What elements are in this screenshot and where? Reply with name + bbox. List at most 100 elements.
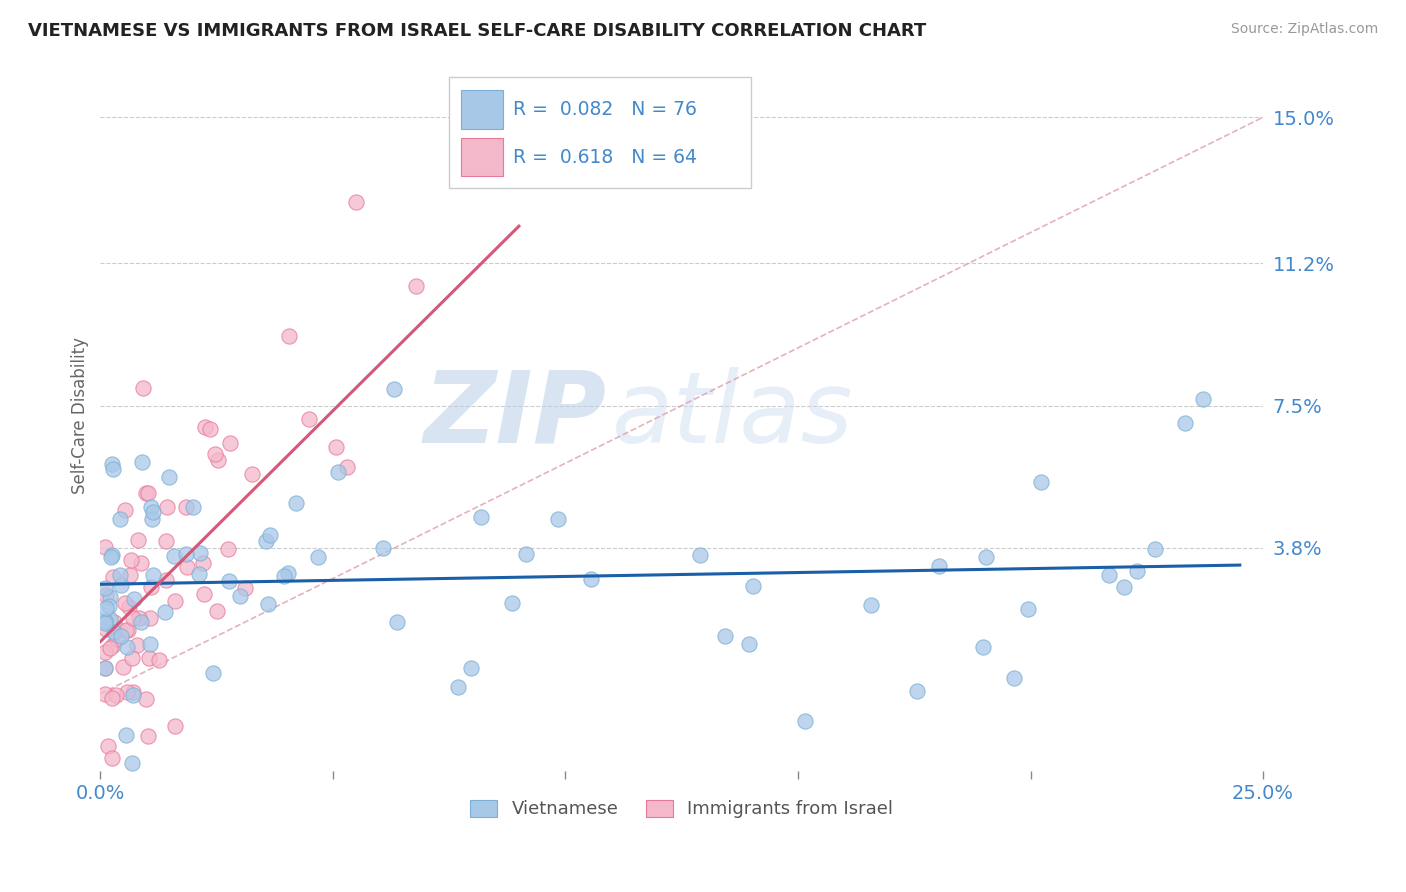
Point: [155, 573, 177, 587]
Point: [176, 560, 198, 574]
Point: [273, 568, 295, 582]
Point: [157, 470, 180, 484]
Point: [103, 570, 125, 584]
Point: [110, 629, 132, 643]
Point: [163, 593, 186, 607]
Point: [120, 552, 142, 566]
Point: [112, 660, 135, 674]
Point: [155, 500, 177, 515]
Point: [257, 597, 280, 611]
Point: [973, 640, 995, 654]
Point: [153, 605, 176, 619]
Point: [181, 500, 204, 514]
Point: [122, 611, 145, 625]
Point: [98, 612, 121, 626]
Point: [128, 611, 150, 625]
Point: [205, 603, 228, 617]
Point: [105, 632, 128, 646]
Point: [142, 568, 165, 582]
Point: [98, 640, 121, 655]
Point: [714, 629, 737, 643]
Point: [163, 549, 186, 564]
Point: [121, 688, 143, 702]
Point: [98, 590, 121, 604]
Point: [976, 550, 998, 565]
Point: [148, 653, 170, 667]
Point: [405, 279, 427, 293]
Point: [101, 750, 124, 764]
Point: [129, 556, 152, 570]
Point: [117, 623, 139, 637]
Point: [131, 455, 153, 469]
Point: [905, 684, 928, 698]
Point: [447, 680, 470, 694]
Text: Source: ZipAtlas.com: Source: ZipAtlas.com: [1230, 22, 1378, 37]
Point: [118, 567, 141, 582]
Point: [188, 566, 211, 581]
Point: [94, 622, 117, 636]
Point: [118, 599, 141, 614]
Point: [218, 574, 240, 588]
Point: [194, 419, 217, 434]
Point: [94, 541, 117, 555]
Point: [188, 547, 211, 561]
Point: [1098, 567, 1121, 582]
Text: atlas: atlas: [612, 367, 853, 464]
Point: [132, 381, 155, 395]
Point: [139, 580, 162, 594]
Point: [1031, 475, 1053, 490]
Point: [254, 533, 277, 548]
Point: [108, 512, 131, 526]
Point: [233, 582, 256, 596]
Point: [1002, 671, 1025, 685]
Point: [191, 556, 214, 570]
Point: [104, 689, 127, 703]
Point: [94, 600, 117, 615]
Point: [741, 579, 763, 593]
Point: [122, 684, 145, 698]
Point: [135, 692, 157, 706]
Point: [136, 729, 159, 743]
Point: [298, 412, 321, 426]
Point: [794, 714, 817, 728]
Point: [174, 547, 197, 561]
Point: [103, 625, 125, 640]
Point: [155, 533, 177, 548]
Text: ZIP: ZIP: [423, 367, 606, 464]
Point: [325, 441, 347, 455]
Point: [515, 547, 537, 561]
Point: [219, 436, 242, 450]
Point: [125, 638, 148, 652]
Point: [228, 589, 250, 603]
Point: [204, 447, 226, 461]
Point: [1017, 602, 1039, 616]
Point: [97, 599, 120, 613]
Point: [124, 592, 146, 607]
FancyBboxPatch shape: [461, 138, 502, 177]
Text: R =  0.082   N = 76: R = 0.082 N = 76: [513, 100, 697, 119]
Point: [94, 645, 117, 659]
Point: [460, 660, 482, 674]
Point: [344, 194, 367, 209]
Point: [94, 581, 117, 595]
Point: [139, 637, 162, 651]
Point: [121, 650, 143, 665]
Point: [1192, 392, 1215, 407]
Point: [142, 505, 165, 519]
Point: [94, 687, 117, 701]
Text: VIETNAMESE VS IMMIGRANTS FROM ISRAEL SELF-CARE DISABILITY CORRELATION CHART: VIETNAMESE VS IMMIGRANTS FROM ISRAEL SEL…: [28, 22, 927, 40]
Point: [135, 486, 157, 500]
Point: [547, 512, 569, 526]
Point: [94, 614, 117, 628]
Point: [928, 559, 950, 574]
Point: [1112, 580, 1135, 594]
FancyBboxPatch shape: [449, 78, 751, 187]
Point: [201, 666, 224, 681]
Point: [94, 660, 117, 674]
Point: [385, 615, 408, 630]
Point: [284, 496, 307, 510]
Legend: Vietnamese, Immigrants from Israel: Vietnamese, Immigrants from Israel: [463, 792, 900, 826]
Point: [127, 533, 149, 548]
Point: [277, 329, 299, 343]
Point: [94, 589, 117, 603]
